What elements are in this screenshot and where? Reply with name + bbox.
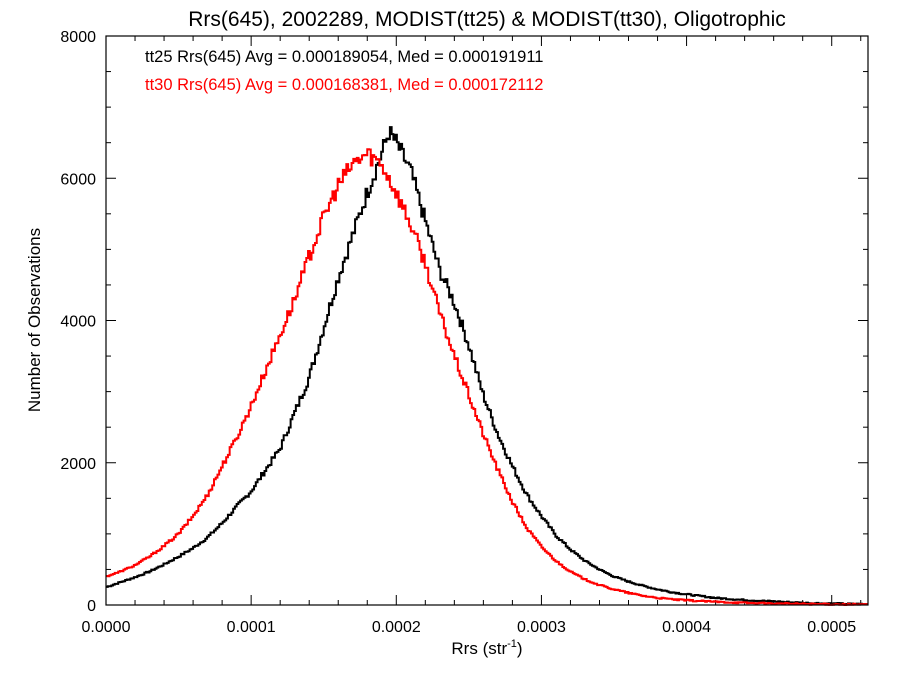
x-axis-label-main: Rrs (str xyxy=(451,639,507,658)
series-group xyxy=(106,126,869,606)
x-axis-label-close: ) xyxy=(517,639,523,658)
x-tick-label: 0.0001 xyxy=(227,619,276,636)
x-tick-label: 0.0003 xyxy=(517,619,566,636)
y-tick-label: 0 xyxy=(87,598,96,615)
histogram-series-tt30 xyxy=(106,148,869,606)
x-tick-label: 0.0005 xyxy=(807,619,856,636)
plot-frame xyxy=(105,35,869,606)
y-tick-label: 2000 xyxy=(60,456,96,473)
y-tick-label: 8000 xyxy=(60,29,96,46)
y-tick-label: 6000 xyxy=(60,171,96,188)
y-tick-labels: 0 2000 4000 6000 8000 xyxy=(60,29,96,615)
x-tick-labels: 0.0000 0.0001 0.0002 0.0003 0.0004 0.0005 xyxy=(82,619,857,636)
x-axis-label: Rrs (str-1) xyxy=(451,638,522,658)
y-tick-label: 4000 xyxy=(60,314,96,331)
x-tick-label: 0.0004 xyxy=(662,619,711,636)
annotation-tt30: tt30 Rrs(645) Avg = 0.000168381, Med = 0… xyxy=(145,76,543,94)
histogram-series-tt25 xyxy=(106,126,869,606)
x-tick-label: 0.0000 xyxy=(82,619,131,636)
annotation-tt25: tt25 Rrs(645) Avg = 0.000189054, Med = 0… xyxy=(145,48,543,66)
y-axis-label: Number of Observations xyxy=(25,228,44,412)
ticks xyxy=(105,35,868,606)
x-tick-label: 0.0002 xyxy=(372,619,421,636)
chart-title: Rrs(645), 2002289, MODIST(tt25) & MODIST… xyxy=(188,8,786,31)
x-axis-label-superscript: -1 xyxy=(507,638,517,650)
